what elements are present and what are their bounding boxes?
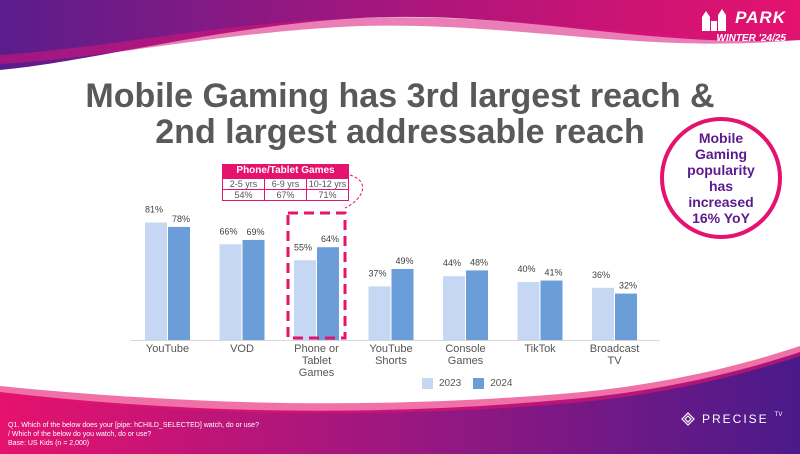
legend-swatch-2024 — [473, 378, 485, 389]
bar-2024 — [168, 226, 190, 340]
data-label: 69% — [246, 227, 264, 237]
age-col-value: 71% — [306, 189, 349, 201]
category-label: TV — [607, 355, 622, 367]
age-col-header: 6-9 yrs — [264, 178, 307, 190]
category-label: Tablet — [302, 355, 331, 367]
bar-2023 — [294, 260, 316, 340]
bar-2024 — [466, 270, 488, 340]
data-label: 41% — [544, 268, 562, 278]
age-col-header: 10-12 yrs — [306, 178, 349, 190]
category-label: YouTube — [146, 343, 189, 355]
logo-name: PARK — [735, 8, 786, 27]
bar-2024 — [540, 280, 563, 340]
category-label: Console — [445, 343, 485, 355]
age-col-header: 2-5 yrs — [222, 178, 265, 190]
data-label: 55% — [294, 242, 312, 252]
bar-2024 — [391, 268, 414, 340]
footnote: Q1. Which of the below does your [pipe: … — [8, 422, 259, 447]
category-label: Shorts — [375, 355, 407, 367]
page-title: Mobile Gaming has 3rd largest reach & 2n… — [0, 78, 800, 150]
data-label: 64% — [321, 234, 339, 244]
bar-2023 — [219, 244, 242, 340]
bar-2023 — [368, 286, 391, 340]
badge-text: Mobile Gaming popularity has increased 1… — [687, 130, 755, 226]
connector-arrow — [344, 174, 364, 209]
category-label: Games — [299, 367, 335, 379]
category-label: Phone or — [294, 343, 339, 355]
data-label: 40% — [517, 264, 535, 274]
bar-2023 — [592, 287, 614, 340]
data-label: 37% — [368, 268, 386, 278]
highlight-box — [286, 211, 347, 340]
age-breakdown-table: Phone/Tablet Games 2-5 yrs 6-9 yrs 10-12… — [222, 164, 349, 201]
data-label: 66% — [219, 226, 237, 236]
precise-tv-logo: PRECISE TV — [680, 411, 782, 427]
bar-2024 — [242, 239, 265, 340]
precise-mark-icon — [681, 412, 695, 426]
legend-label-2024: 2024 — [490, 378, 513, 389]
brand-name: PRECISE — [702, 412, 769, 426]
category-label: Games — [448, 355, 484, 367]
category-label: VOD — [230, 343, 254, 355]
popularity-badge: Mobile Gaming popularity has increased 1… — [660, 117, 782, 239]
bar-2023 — [517, 282, 540, 340]
category-label: YouTube — [369, 343, 412, 355]
data-label: 32% — [619, 281, 637, 291]
age-col-value: 67% — [264, 189, 307, 201]
bar-2024 — [615, 293, 637, 340]
bar-2024 — [317, 247, 339, 340]
data-label: 78% — [172, 214, 190, 224]
data-label: 36% — [592, 270, 610, 280]
logo-season: WINTER '24/25 — [716, 33, 786, 44]
data-label: 81% — [145, 205, 163, 215]
title-line-1: Mobile Gaming has 3rd largest reach & — [85, 77, 715, 115]
age-breakdown-title: Phone/Tablet Games — [222, 164, 349, 178]
legend-swatch-2023 — [422, 378, 433, 389]
brand-suffix: TV — [774, 412, 783, 418]
legend-label-2023: 2023 — [439, 378, 462, 389]
age-col-value: 54% — [222, 189, 265, 201]
data-label: 49% — [395, 256, 413, 266]
data-label: 48% — [470, 257, 488, 267]
bar-2023 — [443, 276, 465, 340]
castle-icon — [702, 9, 726, 31]
bar-2023 — [145, 222, 167, 340]
title-line-2: 2nd largest addressable reach — [155, 113, 645, 151]
chart-legend: 2023 2024 — [422, 378, 513, 389]
data-label: 44% — [443, 258, 461, 268]
park-logo: PARK WINTER '24/25 — [696, 8, 786, 44]
category-label: Broadcast — [590, 343, 640, 355]
category-label: TikTok — [524, 343, 556, 355]
